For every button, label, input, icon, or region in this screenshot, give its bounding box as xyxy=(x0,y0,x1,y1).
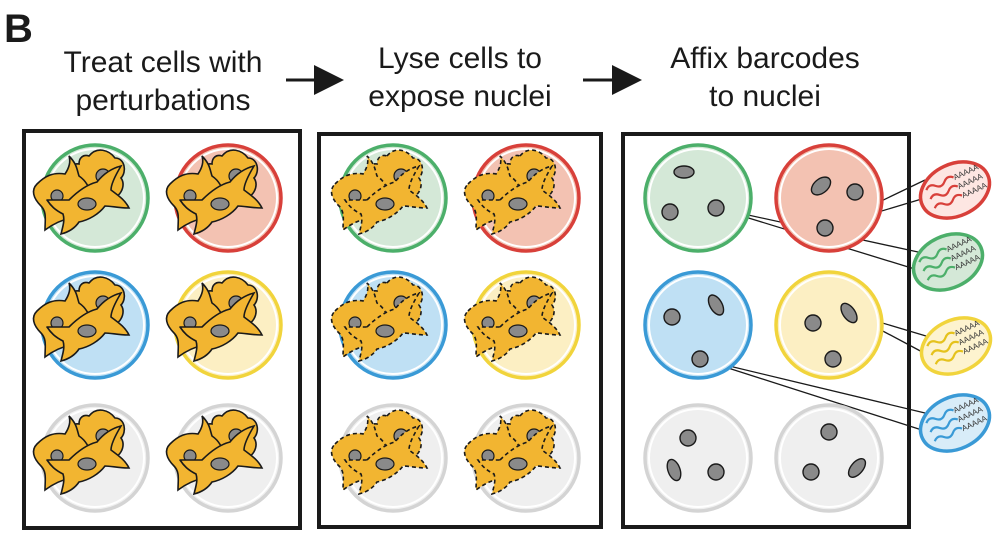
barcode-bead-yellow-strand-1 xyxy=(926,331,955,347)
step-1-label-line-2: perturbations xyxy=(75,84,250,117)
dish-green-ring xyxy=(643,143,753,253)
dish-treat-green xyxy=(32,143,150,253)
dish-green-rim xyxy=(648,148,748,248)
dish-barcode-yellow xyxy=(774,270,884,380)
step-3-label-line-2: to nuclei xyxy=(709,80,821,113)
dish-grey-a-rim xyxy=(648,408,748,508)
dish-treat-yellow xyxy=(165,270,283,380)
barcode-grey-a-nucleus-3 xyxy=(707,463,725,481)
treat-yellow-stellate-nucleus xyxy=(210,324,230,338)
barcode-bead-red-strand-1 xyxy=(925,175,954,191)
barcode-bead-yellow-strand-3 xyxy=(934,349,964,365)
barcode-green-nucleus-2 xyxy=(661,203,679,221)
dish-lyse-blue xyxy=(330,270,448,380)
barcode-link-blue-2 xyxy=(699,358,926,432)
dish-treat-blue xyxy=(32,270,150,380)
treat-blue-stellate-nucleus xyxy=(77,324,97,338)
barcode-blue-nucleus-3 xyxy=(691,350,709,368)
barcode-red-nucleus-1 xyxy=(810,176,832,196)
treat-red-stellate-nucleus xyxy=(210,197,230,211)
barcode-grey-b-nucleus-3 xyxy=(847,458,867,478)
dishes xyxy=(32,143,884,513)
barcode-grey-a-nucleus-2 xyxy=(679,429,697,447)
dish-red-ring xyxy=(774,143,884,253)
dish-red-rim xyxy=(779,148,879,248)
barcode-bead-green-strand-3 xyxy=(926,265,956,281)
step-2-label-line-1: Lyse cells to xyxy=(378,42,542,75)
barcode-bead-red-strand-2 xyxy=(929,184,959,200)
barcode-green-nucleus-1 xyxy=(673,165,695,179)
barcode-yellow-nucleus-2 xyxy=(804,314,822,332)
panel-letter: B xyxy=(4,7,33,51)
treat-grey-a-stellate-nucleus xyxy=(77,457,97,471)
dish-lyse-green xyxy=(330,143,448,253)
dish-blue-ring xyxy=(643,270,753,380)
panel-frame-treat xyxy=(22,129,302,530)
dish-treat-grey-b xyxy=(165,403,283,513)
dish-barcode-green xyxy=(643,143,753,253)
barcode-bead-blue-strand-1 xyxy=(925,408,954,424)
step-3-label-line-1: Affix barcodes xyxy=(670,42,860,75)
lyse-green-stellate-nucleus xyxy=(375,197,395,211)
barcode-green-nucleus-3 xyxy=(707,199,725,217)
dish-grey-b-ring xyxy=(774,403,884,513)
dish-treat-grey-a xyxy=(32,403,150,513)
lyse-blue-stellate-nucleus xyxy=(375,324,395,338)
barcode-bead-red-strand-3 xyxy=(933,193,963,209)
step-2-label-line-2: expose nuclei xyxy=(368,80,551,113)
barcode-yellow-nucleus-3 xyxy=(824,350,842,368)
barcode-bead-blue-strand-3 xyxy=(933,426,963,442)
dish-grey-a-ring xyxy=(643,403,753,513)
panel-frame-lyse xyxy=(317,132,603,529)
dish-barcode-blue xyxy=(643,270,753,380)
barcode-bead-green-strand-1 xyxy=(918,247,947,263)
barcode-yellow-nucleus-1 xyxy=(840,302,858,324)
step-1-label-line-1: Treat cells with xyxy=(64,46,263,79)
barcode-bead-blue-strand-2 xyxy=(929,417,959,433)
treat-grey-b-stellate-nucleus xyxy=(210,457,230,471)
barcode-blue-nucleus-1 xyxy=(707,294,725,316)
lyse-red-stellate-nucleus xyxy=(508,197,528,211)
barcode-grey-b-nucleus-1 xyxy=(820,423,838,441)
treat-green-stellate-nucleus xyxy=(77,197,97,211)
barcode-blue-nucleus-2 xyxy=(663,308,681,326)
dish-barcode-grey-a xyxy=(643,403,753,513)
barcode-red-nucleus-2 xyxy=(846,183,864,201)
dish-lyse-grey-b xyxy=(463,403,581,513)
barcode-link-blue-1 xyxy=(699,358,926,414)
dish-lyse-grey-a xyxy=(330,403,448,513)
dish-yellow-rim xyxy=(779,275,879,375)
barcode-grey-b-nucleus-2 xyxy=(802,463,820,481)
dish-blue-rim xyxy=(648,275,748,375)
dish-yellow-ring xyxy=(774,270,884,380)
barcode-bead-green-strand-2 xyxy=(922,256,952,272)
dish-lyse-yellow xyxy=(463,270,581,380)
barcode-bead-yellow-strand-2 xyxy=(930,340,960,356)
lyse-grey-a-stellate-nucleus xyxy=(375,457,395,471)
dish-barcode-grey-b xyxy=(774,403,884,513)
dish-grey-b-rim xyxy=(779,408,879,508)
lyse-grey-b-stellate-nucleus xyxy=(508,457,528,471)
dish-barcode-red xyxy=(774,143,884,253)
dish-lyse-red xyxy=(463,143,581,253)
lyse-yellow-stellate-nucleus xyxy=(508,324,528,338)
barcode-red-nucleus-3 xyxy=(816,219,834,237)
dish-treat-red xyxy=(165,143,283,253)
barcode-grey-a-nucleus-1 xyxy=(666,458,682,482)
